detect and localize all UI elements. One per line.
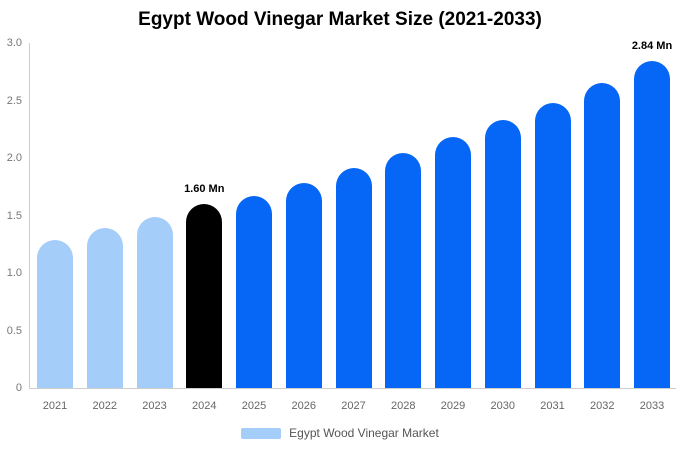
x-tick-label-2027: 2027: [341, 400, 366, 412]
y-tick-label: 2.5: [6, 94, 22, 107]
y-tick-label: 1.5: [6, 209, 22, 222]
bar-2026: [285, 183, 322, 388]
bar-2031: [534, 102, 571, 388]
x-tick-label-2025: 2025: [241, 400, 267, 412]
x-axis-line: [29, 388, 676, 389]
x-tick-label-2031: 2031: [540, 400, 565, 412]
x-tick-label-2022: 2022: [92, 400, 117, 412]
x-tick-label-2023: 2023: [142, 400, 167, 412]
x-tick-label-2029: 2029: [440, 400, 466, 412]
y-tick-label: 2.0: [6, 152, 22, 164]
y-tick-label: 0.5: [6, 324, 22, 337]
y-tick-label: 1.0: [6, 267, 22, 279]
x-tick-label-2024: 2024: [192, 400, 217, 412]
bar-2028: [385, 153, 422, 388]
legend-swatch: [241, 427, 282, 439]
legend: Egypt Wood Vinegar Market: [0, 425, 680, 441]
y-tick-label: 0: [15, 382, 22, 394]
y-tick-label: 3.0: [6, 37, 22, 49]
x-tick-label-2030: 2030: [490, 400, 515, 412]
bar-2025: [236, 195, 272, 388]
chart-title: Egypt Wood Vinegar Market Size (2021-203…: [138, 9, 542, 30]
bar-2024: [186, 204, 223, 388]
bar-2030: [484, 120, 521, 388]
x-tick-label-2032: 2032: [590, 400, 615, 412]
x-tick-label-2021: 2021: [42, 400, 68, 412]
bar-2032: [584, 83, 621, 388]
bar-2029: [435, 137, 471, 388]
legend-label: Egypt Wood Vinegar Market: [289, 426, 439, 440]
x-tick-label-2028: 2028: [391, 400, 416, 412]
bar-2033: [634, 61, 670, 388]
bar-2027: [335, 168, 372, 388]
x-tick-label-2026: 2026: [291, 400, 316, 412]
data-label-2033: 2.84 Mn: [631, 40, 673, 53]
bar-2023: [136, 216, 173, 388]
bar-2021: [37, 239, 73, 388]
bar-2022: [86, 228, 123, 388]
data-label-2024: 1.60 Mn: [184, 183, 225, 195]
x-tick-label-2033: 2033: [639, 400, 665, 412]
y-axis-line: [29, 43, 30, 388]
